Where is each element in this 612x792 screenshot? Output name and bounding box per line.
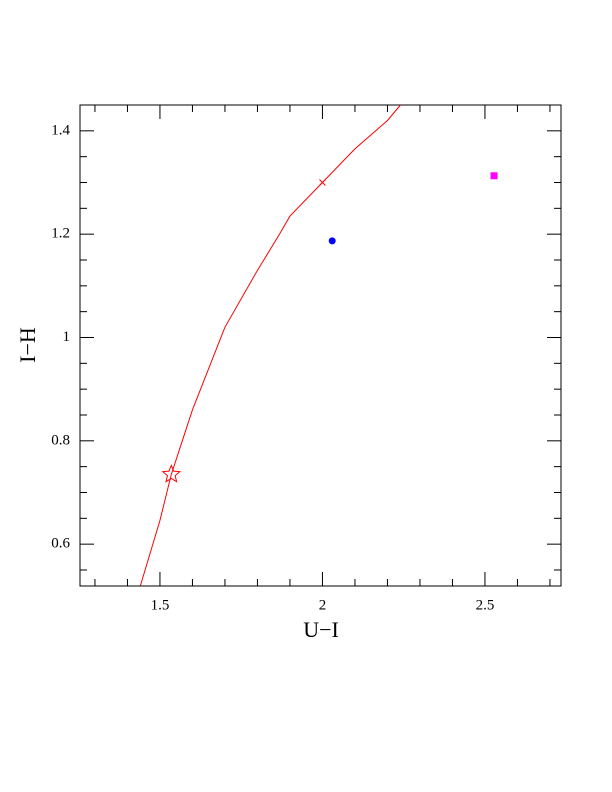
x-tick-label: 1.5: [151, 597, 170, 613]
y-tick-label: 1: [63, 329, 71, 345]
y-tick-label: 1.4: [51, 122, 70, 138]
square-marker: [490, 172, 498, 180]
star-marker: [161, 464, 182, 483]
y-tick-label: 0.6: [51, 536, 70, 552]
x-axis-label: U−I: [303, 617, 339, 642]
plot-frame: [79, 104, 562, 587]
x-tick-label: 2: [319, 597, 327, 613]
cross-marker: [319, 179, 326, 186]
curve: [139, 104, 401, 586]
y-axis-label: I−H: [15, 327, 40, 363]
y-tick-label: 0.8: [51, 432, 70, 448]
dot-marker: [328, 237, 336, 245]
y-tick-label: 1.2: [51, 226, 70, 242]
x-tick-label: 2.5: [476, 597, 495, 613]
